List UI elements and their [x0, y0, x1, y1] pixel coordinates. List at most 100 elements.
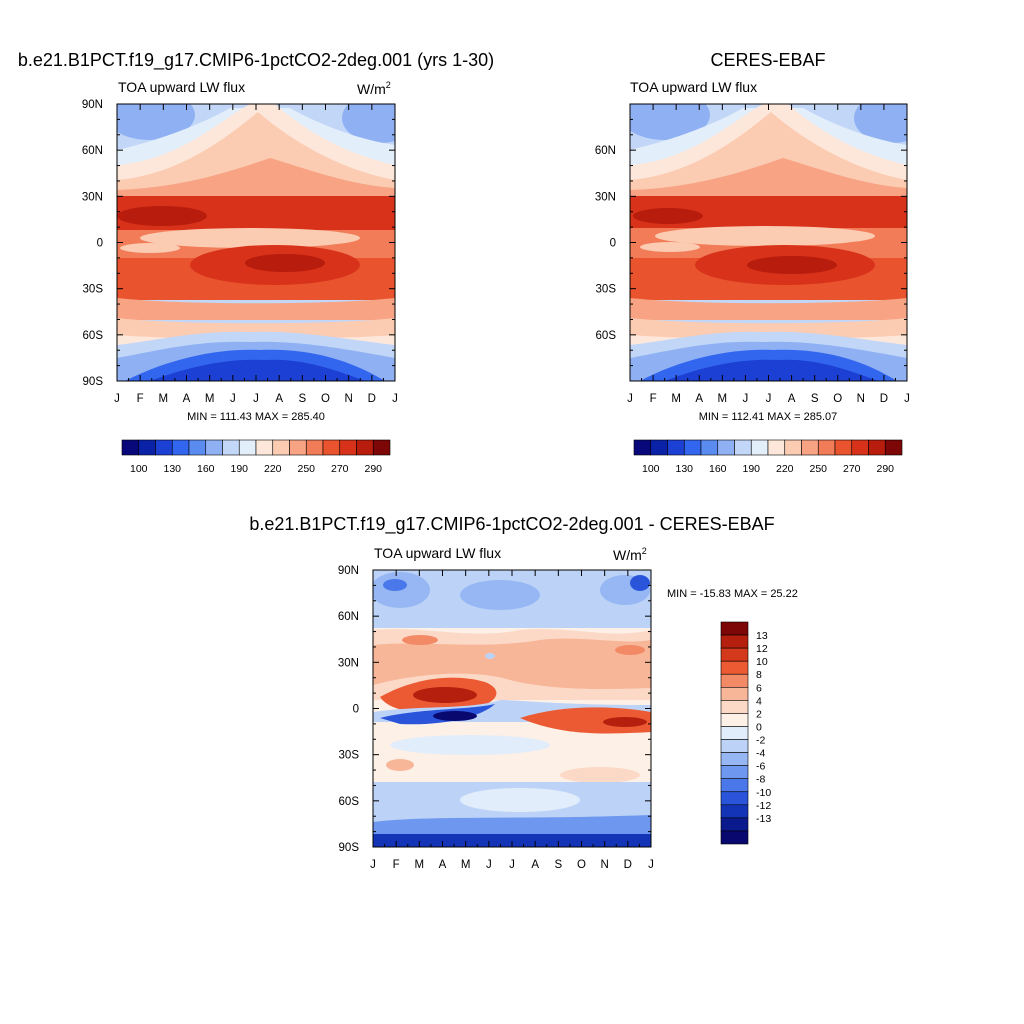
- contour-np-low-1: [117, 104, 195, 140]
- y-tick-label: 0: [97, 238, 103, 250]
- x-tick-label: A: [439, 859, 447, 871]
- diff-sh-blue-1: [390, 735, 550, 755]
- panel-c-units: W/m2: [613, 546, 647, 563]
- x-tick-label: A: [695, 393, 703, 405]
- colorbar-label: 130: [163, 463, 181, 475]
- x-tick-label: J: [253, 393, 259, 405]
- colorbar-swatch: [272, 439, 290, 456]
- colorbar-label: 190: [742, 463, 760, 475]
- x-tick-label: A: [788, 393, 796, 405]
- colorbar-swatch: [717, 439, 735, 456]
- colorbar-label: -10: [756, 787, 771, 799]
- panel-b-stats: MIN = 112.41 MAX = 285.07: [699, 411, 838, 423]
- colorbar-swatch: [650, 439, 668, 456]
- colorbar-swatch: [222, 439, 240, 456]
- panel-b-axes: J F M A M J J A S O N D J 60N 30N 0 30S 60S: [595, 103, 910, 405]
- x-tick-label: J: [743, 393, 749, 405]
- colorbar-label: 220: [776, 463, 794, 475]
- colorbar-swatch: [372, 439, 391, 456]
- diff-so-light: [460, 788, 580, 812]
- x-tick-label: S: [554, 859, 562, 871]
- contour-itcz-1: [655, 226, 875, 246]
- panel-c-subtitle: TOA upward LW flux: [374, 545, 501, 561]
- x-tick-label: J: [486, 859, 492, 871]
- colorbar-label: 270: [843, 463, 861, 475]
- colorbar-swatch: [734, 439, 752, 456]
- contour-sh-max: [747, 256, 837, 274]
- x-tick-label: M: [718, 393, 728, 405]
- diff-nh-spot-3: [485, 653, 495, 659]
- x-tick-label: J: [392, 393, 398, 405]
- y-tick-label: 30N: [82, 191, 103, 203]
- colorbar-swatch: [720, 660, 749, 675]
- y-tick-label: 60N: [595, 145, 616, 157]
- colorbar-swatch: [720, 621, 749, 636]
- colorbar-label: 160: [709, 463, 727, 475]
- panel-b-subtitle: TOA upward LW flux: [630, 79, 757, 95]
- y-tick-label: 0: [353, 704, 359, 716]
- panel-a-axes: J F M A M J J A S O N D J 90N 60N 30N 0 30S 60S 90S: [82, 99, 398, 405]
- colorbar-swatch: [305, 439, 324, 456]
- colorbar-label: 8: [756, 669, 762, 681]
- colorbar-label: 130: [675, 463, 693, 475]
- contour-sp-4: [150, 359, 365, 381]
- x-tick-label: O: [577, 859, 586, 871]
- x-tick-label: A: [531, 859, 539, 871]
- colorbar-label: 250: [297, 463, 315, 475]
- colorbar-label: 250: [809, 463, 827, 475]
- contour-itcz-1: [140, 228, 360, 248]
- panel-difference: b.e21.B1PCT.f19_g17.CMIP6-1pctCO2-2deg.0…: [249, 514, 797, 871]
- contour-sh-light: [630, 318, 907, 340]
- x-tick-label: D: [368, 393, 376, 405]
- diff-arctic-e: [630, 575, 650, 591]
- colorbar-swatch: [356, 439, 374, 456]
- colorbar-label: 100: [642, 463, 660, 475]
- contour-sp-4: [665, 359, 878, 381]
- colorbar-swatch: [171, 439, 190, 456]
- contour-itcz-2: [120, 243, 180, 253]
- colorbar-label: 12: [756, 643, 768, 655]
- panel-a-subtitle: TOA upward LW flux: [118, 79, 245, 95]
- colorbar-label: 10: [756, 656, 768, 668]
- contour-nh-max: [117, 206, 207, 226]
- colorbar-swatch: [801, 439, 819, 456]
- contour-sh-max: [245, 254, 325, 272]
- colorbar-swatch: [720, 830, 749, 845]
- y-tick-label: 30N: [595, 191, 616, 203]
- x-tick-label: M: [415, 859, 425, 871]
- colorbar-swatch: [339, 439, 357, 456]
- colorbar-swatch: [868, 439, 886, 456]
- panel-a-stats: MIN = 111.43 MAX = 285.40: [187, 411, 325, 423]
- x-tick-label: D: [624, 859, 632, 871]
- colorbar-swatch: [767, 439, 786, 456]
- y-tick-label: 60S: [339, 796, 360, 808]
- colorbar-swatch: [720, 804, 749, 819]
- x-tick-label: S: [298, 393, 306, 405]
- colorbar-swatch: [720, 791, 749, 806]
- colorbar-swatch: [138, 439, 156, 456]
- colorbar-swatch: [255, 439, 274, 456]
- panel-c-title: b.e21.B1PCT.f19_g17.CMIP6-1pctCO2-2deg.0…: [249, 514, 774, 535]
- diff-eq-min: [433, 711, 477, 721]
- colorbar-label: -13: [756, 813, 771, 825]
- colorbar-label: 220: [264, 463, 282, 475]
- panel-a-title: b.e21.B1PCT.f19_g17.CMIP6-1pctCO2-2deg.0…: [18, 50, 494, 71]
- colorbar-label: 13: [756, 630, 768, 642]
- panel-a-units: W/m2: [357, 80, 391, 97]
- y-tick-label: 90S: [83, 376, 104, 388]
- colorbar-label: -8: [756, 774, 765, 786]
- colorbar-label: 100: [130, 463, 148, 475]
- panel-b-title: CERES-EBAF: [710, 50, 825, 70]
- diff-arctic-d: [383, 579, 407, 591]
- contour-np-low-1: [630, 104, 710, 140]
- colorbar-swatch: [720, 726, 749, 740]
- colorbar-label: -12: [756, 800, 771, 812]
- diff-sh-warm-spot: [386, 759, 414, 771]
- x-tick-label: O: [321, 393, 330, 405]
- colorbar-swatch: [750, 439, 769, 456]
- contour-np-low-2: [342, 104, 395, 143]
- panel-b-colorbar: 100 130 160 190 220 250 270 290: [633, 439, 903, 475]
- x-tick-label: M: [159, 393, 169, 405]
- x-tick-label: N: [601, 859, 609, 871]
